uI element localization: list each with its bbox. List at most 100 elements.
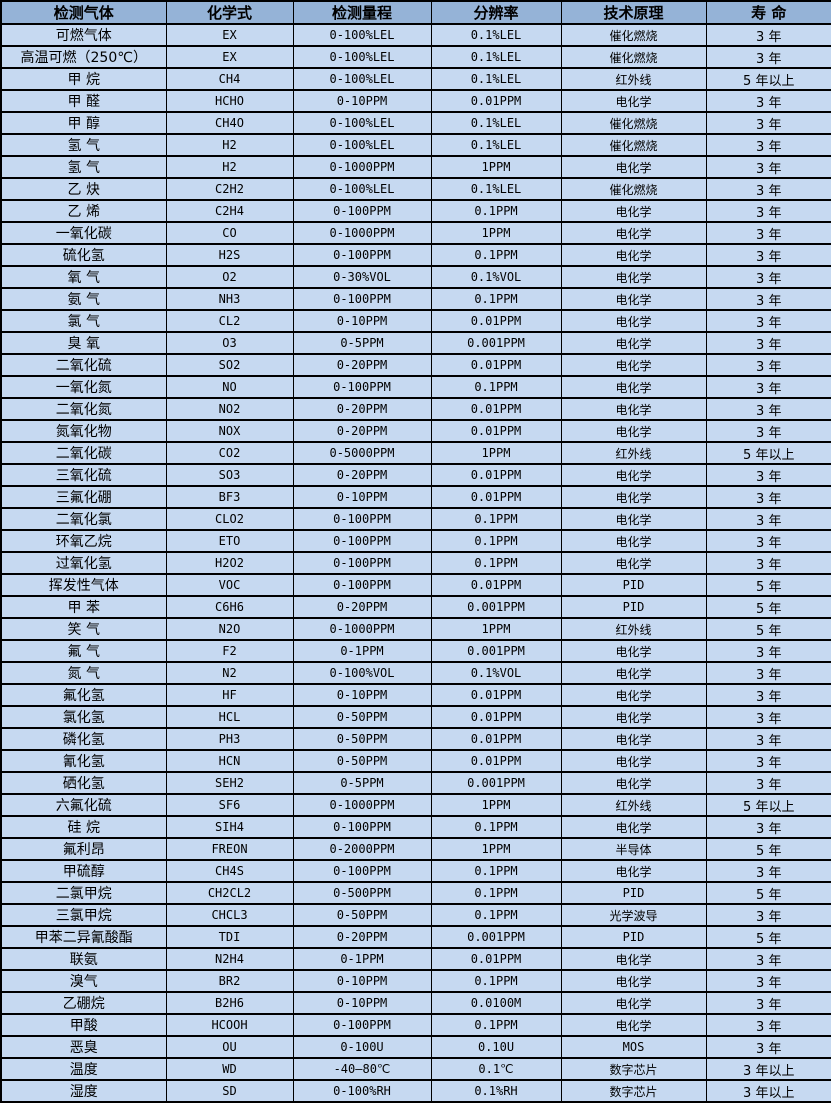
cell-principle: 电化学 bbox=[560, 199, 707, 223]
table-row: 高温可燃（250℃） EX 0-100%LEL 0.1%LEL 催化燃烧 3 年 bbox=[0, 45, 831, 69]
cell-range: 0-5000PPM bbox=[292, 441, 432, 465]
cell-resolution: 0.01PPM bbox=[430, 947, 562, 971]
cell-formula: HCN bbox=[165, 749, 294, 773]
table-row: 氰化氢 HCN 0-50PPM 0.01PPM 电化学 3 年 bbox=[0, 749, 831, 773]
cell-formula: SF6 bbox=[165, 793, 294, 817]
cell-formula: C2H4 bbox=[165, 199, 294, 223]
table-row: 硫化氢 H2S 0-100PPM 0.1PPM 电化学 3 年 bbox=[0, 243, 831, 267]
cell-life: 3 年 bbox=[705, 507, 831, 531]
table-row: 温度 WD -40—80℃ 0.1℃ 数字芯片 3 年以上 bbox=[0, 1057, 831, 1081]
cell-life: 3 年 bbox=[705, 1013, 831, 1037]
cell-gas: 湿度 bbox=[0, 1079, 167, 1103]
cell-range: 0-1000PPM bbox=[292, 617, 432, 641]
cell-life: 3 年 bbox=[705, 529, 831, 553]
table-row: 甲 苯 C6H6 0-20PPM 0.001PPM PID 5 年 bbox=[0, 595, 831, 619]
cell-resolution: 0.001PPM bbox=[430, 331, 562, 355]
cell-principle: PID bbox=[560, 881, 707, 905]
table-row: 甲硫醇 CH4S 0-100PPM 0.1PPM 电化学 3 年 bbox=[0, 859, 831, 883]
cell-gas: 环氧乙烷 bbox=[0, 529, 167, 553]
cell-gas: 恶臭 bbox=[0, 1035, 167, 1059]
cell-range: 0-1000PPM bbox=[292, 793, 432, 817]
cell-gas: 可燃气体 bbox=[0, 23, 167, 47]
cell-formula: H2S bbox=[165, 243, 294, 267]
cell-gas: 氟利昂 bbox=[0, 837, 167, 861]
cell-resolution: 0.1PPM bbox=[430, 903, 562, 927]
cell-range: 0-10PPM bbox=[292, 485, 432, 509]
cell-formula: NH3 bbox=[165, 287, 294, 311]
cell-formula: BR2 bbox=[165, 969, 294, 993]
cell-gas: 一氧化氮 bbox=[0, 375, 167, 399]
table-row: 恶臭 OU 0-100U 0.10U MOS 3 年 bbox=[0, 1035, 831, 1059]
cell-range: 0-100%LEL bbox=[292, 67, 432, 91]
table-row: 三氟化硼 BF3 0-10PPM 0.01PPM 电化学 3 年 bbox=[0, 485, 831, 509]
cell-range: 0-100%LEL bbox=[292, 111, 432, 135]
cell-resolution: 0.0100M bbox=[430, 991, 562, 1015]
cell-resolution: 0.1PPM bbox=[430, 815, 562, 839]
cell-gas: 三氟化硼 bbox=[0, 485, 167, 509]
cell-principle: 电化学 bbox=[560, 89, 707, 113]
cell-range: 0-100PPM bbox=[292, 243, 432, 267]
cell-gas: 氮氧化物 bbox=[0, 419, 167, 443]
cell-principle: 电化学 bbox=[560, 551, 707, 575]
cell-formula: O3 bbox=[165, 331, 294, 355]
cell-gas: 六氟化硫 bbox=[0, 793, 167, 817]
cell-gas: 甲酸 bbox=[0, 1013, 167, 1037]
cell-range: 0-100PPM bbox=[292, 507, 432, 531]
cell-formula: NOX bbox=[165, 419, 294, 443]
table-row: 氮氧化物 NOX 0-20PPM 0.01PPM 电化学 3 年 bbox=[0, 419, 831, 443]
cell-principle: 催化燃烧 bbox=[560, 177, 707, 201]
table-row: 六氟化硫 SF6 0-1000PPM 1PPM 红外线 5 年以上 bbox=[0, 793, 831, 817]
cell-principle: 电化学 bbox=[560, 991, 707, 1015]
cell-range: 0-5PPM bbox=[292, 331, 432, 355]
cell-range: 0-5PPM bbox=[292, 771, 432, 795]
cell-gas: 氰化氢 bbox=[0, 749, 167, 773]
cell-principle: 红外线 bbox=[560, 441, 707, 465]
cell-range: 0-20PPM bbox=[292, 463, 432, 487]
cell-resolution: 0.1%VOL bbox=[430, 661, 562, 685]
cell-gas: 二氧化硫 bbox=[0, 353, 167, 377]
cell-gas: 硅 烷 bbox=[0, 815, 167, 839]
table-row: 笑 气 N2O 0-1000PPM 1PPM 红外线 5 年 bbox=[0, 617, 831, 641]
cell-range: 0-50PPM bbox=[292, 727, 432, 751]
cell-life: 5 年 bbox=[705, 573, 831, 597]
cell-range: 0-20PPM bbox=[292, 925, 432, 949]
cell-range: 0-30%VOL bbox=[292, 265, 432, 289]
cell-resolution: 0.1PPM bbox=[430, 243, 562, 267]
column-header-gas: 检测气体 bbox=[0, 0, 167, 25]
cell-principle: 电化学 bbox=[560, 705, 707, 729]
cell-life: 5 年 bbox=[705, 925, 831, 949]
cell-principle: 电化学 bbox=[560, 859, 707, 883]
cell-gas: 温度 bbox=[0, 1057, 167, 1081]
cell-range: 0-10PPM bbox=[292, 969, 432, 993]
cell-gas: 溴气 bbox=[0, 969, 167, 993]
cell-principle: 电化学 bbox=[560, 749, 707, 773]
cell-formula: SO2 bbox=[165, 353, 294, 377]
cell-life: 3 年 bbox=[705, 265, 831, 289]
table-row: 二氯甲烷 CH2CL2 0-500PPM 0.1PPM PID 5 年 bbox=[0, 881, 831, 905]
table-row: 联氨 N2H4 0-1PPM 0.01PPM 电化学 3 年 bbox=[0, 947, 831, 971]
cell-resolution: 0.01PPM bbox=[430, 89, 562, 113]
cell-principle: 电化学 bbox=[560, 771, 707, 795]
table-row: 一氧化氮 NO 0-100PPM 0.1PPM 电化学 3 年 bbox=[0, 375, 831, 399]
table-row: 二氧化氮 NO2 0-20PPM 0.01PPM 电化学 3 年 bbox=[0, 397, 831, 421]
table-row: 一氧化碳 CO 0-1000PPM 1PPM 电化学 3 年 bbox=[0, 221, 831, 245]
cell-principle: 电化学 bbox=[560, 265, 707, 289]
cell-formula: N2H4 bbox=[165, 947, 294, 971]
cell-formula: CO bbox=[165, 221, 294, 245]
cell-range: 0-10PPM bbox=[292, 991, 432, 1015]
cell-resolution: 0.1%RH bbox=[430, 1079, 562, 1103]
cell-gas: 联氨 bbox=[0, 947, 167, 971]
cell-range: 0-100%VOL bbox=[292, 661, 432, 685]
cell-formula: CH4O bbox=[165, 111, 294, 135]
cell-principle: 电化学 bbox=[560, 309, 707, 333]
cell-formula: EX bbox=[165, 45, 294, 69]
cell-gas: 乙硼烷 bbox=[0, 991, 167, 1015]
cell-range: 0-20PPM bbox=[292, 419, 432, 443]
cell-life: 5 年 bbox=[705, 881, 831, 905]
cell-principle: 半导体 bbox=[560, 837, 707, 861]
cell-principle: 电化学 bbox=[560, 221, 707, 245]
cell-life: 3 年 bbox=[705, 991, 831, 1015]
cell-range: 0-50PPM bbox=[292, 705, 432, 729]
cell-range: 0-100PPM bbox=[292, 287, 432, 311]
